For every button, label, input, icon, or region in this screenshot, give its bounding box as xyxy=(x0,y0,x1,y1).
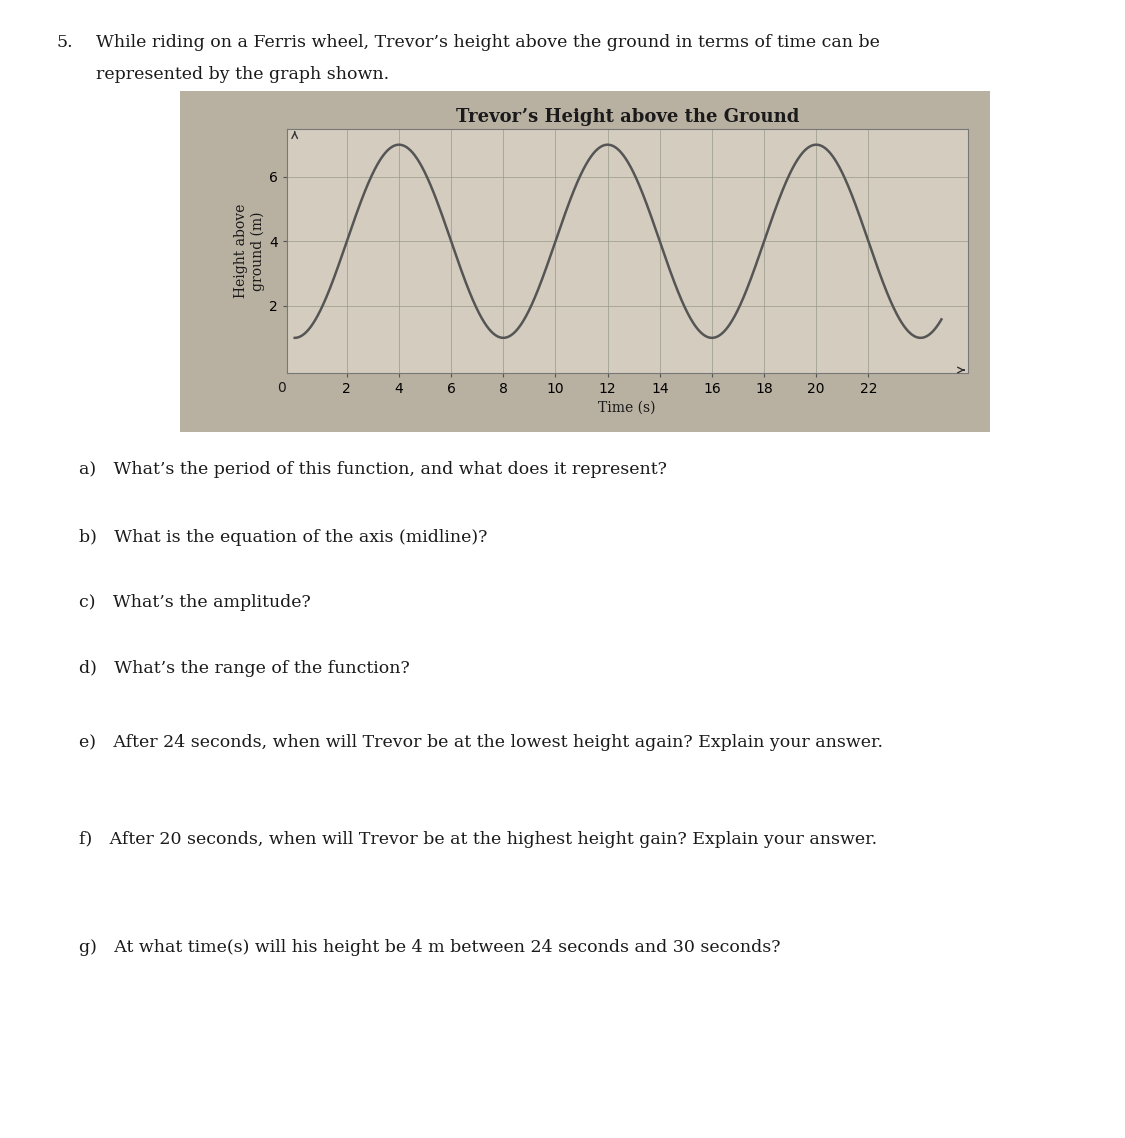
Y-axis label: Height above
ground (m): Height above ground (m) xyxy=(234,204,264,298)
Text: While riding on a Ferris wheel, Trevor’s height above the ground in terms of tim: While riding on a Ferris wheel, Trevor’s… xyxy=(96,34,880,51)
Title: Trevor’s Height above the Ground: Trevor’s Height above the Ground xyxy=(456,108,799,125)
X-axis label: Time (s): Time (s) xyxy=(598,401,656,414)
Text: d) What’s the range of the function?: d) What’s the range of the function? xyxy=(79,660,410,677)
Text: e) After 24 seconds, when will Trevor be at the lowest height again? Explain you: e) After 24 seconds, when will Trevor be… xyxy=(79,734,883,751)
Text: 0: 0 xyxy=(277,381,286,395)
Text: g) At what time(s) will his height be 4 m between 24 seconds and 30 seconds?: g) At what time(s) will his height be 4 … xyxy=(79,939,781,956)
Text: c) What’s the amplitude?: c) What’s the amplitude? xyxy=(79,594,311,611)
Text: represented by the graph shown.: represented by the graph shown. xyxy=(96,66,389,83)
Text: 5.: 5. xyxy=(56,34,73,51)
Text: a) What’s the period of this function, and what does it represent?: a) What’s the period of this function, a… xyxy=(79,461,667,478)
Text: b) What is the equation of the axis (midline)?: b) What is the equation of the axis (mid… xyxy=(79,529,487,546)
Text: f) After 20 seconds, when will Trevor be at the highest height gain? Explain you: f) After 20 seconds, when will Trevor be… xyxy=(79,831,876,848)
